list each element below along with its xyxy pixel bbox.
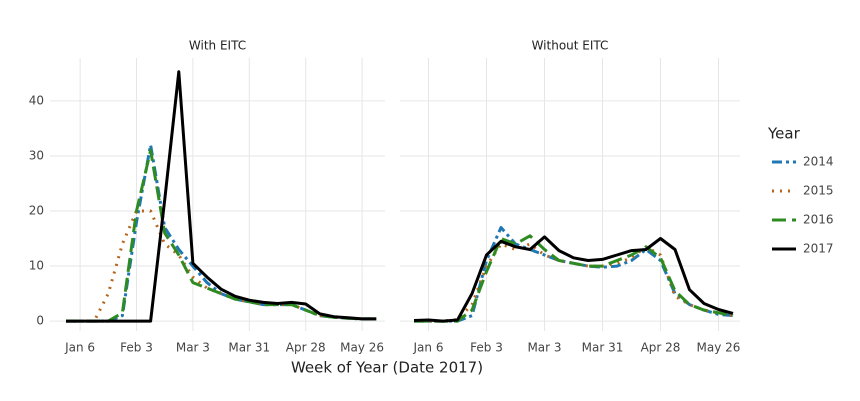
x-tick-label: Feb 3 xyxy=(470,341,503,355)
line-series xyxy=(414,242,734,323)
x-tick-label: Apr 28 xyxy=(286,341,326,355)
y-tick-label: 0 xyxy=(36,314,44,328)
x-tick-label: Mar 31 xyxy=(582,341,624,355)
panel-title: Without EITC xyxy=(532,39,609,53)
line-series xyxy=(414,234,734,323)
y-tick-label: 10 xyxy=(29,259,44,273)
x-tick-label: May 26 xyxy=(697,341,741,355)
y-tick-label: 30 xyxy=(29,148,44,162)
line-series xyxy=(66,143,377,323)
line-series xyxy=(413,235,734,323)
line-series xyxy=(66,149,377,323)
x-tick-label: Mar 3 xyxy=(176,341,210,355)
legend-title: Year xyxy=(767,125,801,143)
panel-title: With EITC xyxy=(189,39,246,53)
x-axis-label: Week of Year (Date 2017) xyxy=(291,359,483,377)
x-tick-label: Apr 28 xyxy=(641,341,681,355)
x-tick-label: May 26 xyxy=(340,341,384,355)
x-tick-label: Mar 31 xyxy=(228,341,270,355)
y-tick-label: 40 xyxy=(29,93,44,107)
legend-label: 2014 xyxy=(803,155,834,169)
y-tick-label: 20 xyxy=(29,204,44,218)
x-tick-label: Jan 6 xyxy=(413,341,444,355)
legend-label: 2016 xyxy=(803,213,834,227)
line-series xyxy=(66,70,377,323)
x-tick-label: Jan 6 xyxy=(64,341,95,355)
x-tick-label: Mar 3 xyxy=(527,341,561,355)
legend-label: 2017 xyxy=(803,242,834,256)
x-tick-label: Feb 3 xyxy=(120,341,153,355)
legend-label: 2015 xyxy=(803,184,834,198)
line-series xyxy=(66,209,377,323)
